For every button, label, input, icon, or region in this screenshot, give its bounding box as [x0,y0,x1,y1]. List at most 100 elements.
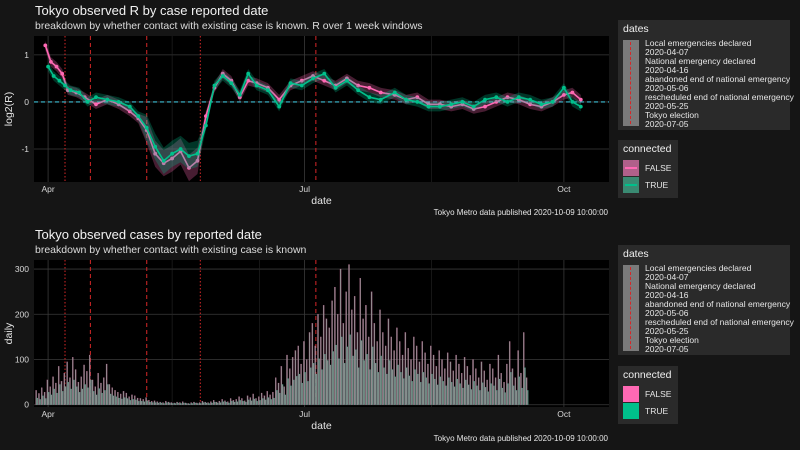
bar-false [444,368,446,405]
bar-true [422,372,425,405]
bar-true [380,355,382,405]
bar-false [525,377,528,405]
bar-false [153,400,156,405]
bar-true [456,378,459,405]
bar-true [163,403,165,405]
bar-true [504,392,506,405]
bar-true [143,401,146,405]
data-point-false [578,97,583,102]
bar-true [343,362,346,405]
legend-date-entry: Local emergencies declared [645,263,752,273]
bar-true [304,372,306,405]
bar-true [104,390,106,405]
bar-true [388,360,391,405]
bar-false [173,402,175,405]
top-chart-caption: Tokyo Metro data published 2020-10-09 10… [433,208,608,217]
bar-false [94,386,97,405]
bar-false [269,394,271,405]
bar-true [411,381,413,405]
bar-false [181,401,184,405]
bar-false [472,359,474,405]
bar-true [132,399,134,405]
bar-false [430,345,432,405]
data-point-false [127,109,132,114]
data-point-true [426,104,431,109]
x-tick-label: Jul [299,184,310,194]
bar-false [393,350,395,405]
y-tick-label: 0 [24,97,29,107]
data-point-false [356,83,360,88]
data-point-true [144,125,149,130]
bar-true [53,388,55,405]
bar-true [205,402,208,405]
data-point-true [550,100,555,104]
legend-true-label: TRUE [645,180,669,190]
bar-false [489,363,491,405]
bar-false [517,350,519,405]
bar-false [272,391,274,405]
bar-true [281,384,284,405]
bar-true [70,388,72,405]
bar-true [417,373,419,405]
bar-true [312,362,315,405]
bar-false [382,332,384,405]
x-axis-title: date [311,420,332,432]
data-point-true [187,154,191,159]
bar-false [418,361,421,405]
bar-true [149,401,151,405]
bar-true [386,373,388,405]
bar-true [42,395,44,405]
bar-false [503,381,505,405]
bar-true [109,393,112,405]
bar-true [428,383,430,405]
bar-true [98,388,101,405]
bar-false [362,318,364,405]
data-point-true [57,78,62,83]
data-point-false [505,95,510,100]
bar-false [368,336,370,405]
bar-true [219,402,222,405]
data-point-false [570,90,575,95]
bar-true [231,400,233,405]
bar-true [76,386,78,405]
bar-false [190,402,192,405]
bar-false [463,357,466,405]
bar-true [496,390,498,405]
y-tick-label: 1 [24,50,29,60]
legend-date-entry: Tokyo election [645,110,699,120]
data-point-true [220,74,225,78]
legend-title-dates: dates [623,248,649,260]
data-point-true [127,104,132,109]
bar-true [112,395,115,405]
bar-false [139,398,142,405]
bar-true [73,379,75,405]
true-swatch [623,403,639,419]
bar-false [345,291,347,405]
bar-false [390,336,393,405]
bar-false [421,341,424,405]
bar-false [379,309,381,405]
bar-true [510,372,512,405]
data-point-true [528,97,532,102]
bottom-chart-title: Tokyo observed cases by reported date [35,227,262,242]
bar-true [448,377,450,405]
data-point-true [136,114,141,118]
bar-false [480,361,483,405]
bar-true [527,390,529,405]
bar-false [342,323,345,405]
legend-date-entry: National emergency declared [645,281,756,291]
bar-false [275,377,277,405]
bar-true [442,381,444,405]
dates-swatch [623,40,639,126]
bar-true [467,384,470,405]
legend-date-entry: Local emergencies declared [645,38,752,48]
bar-false [438,350,440,405]
data-point-true [161,158,166,163]
bar-true [174,403,177,405]
bar-true [425,377,428,405]
data-point-true [237,93,242,97]
bar-false [469,375,471,405]
bar-false [201,400,204,405]
bar-true [259,400,261,405]
